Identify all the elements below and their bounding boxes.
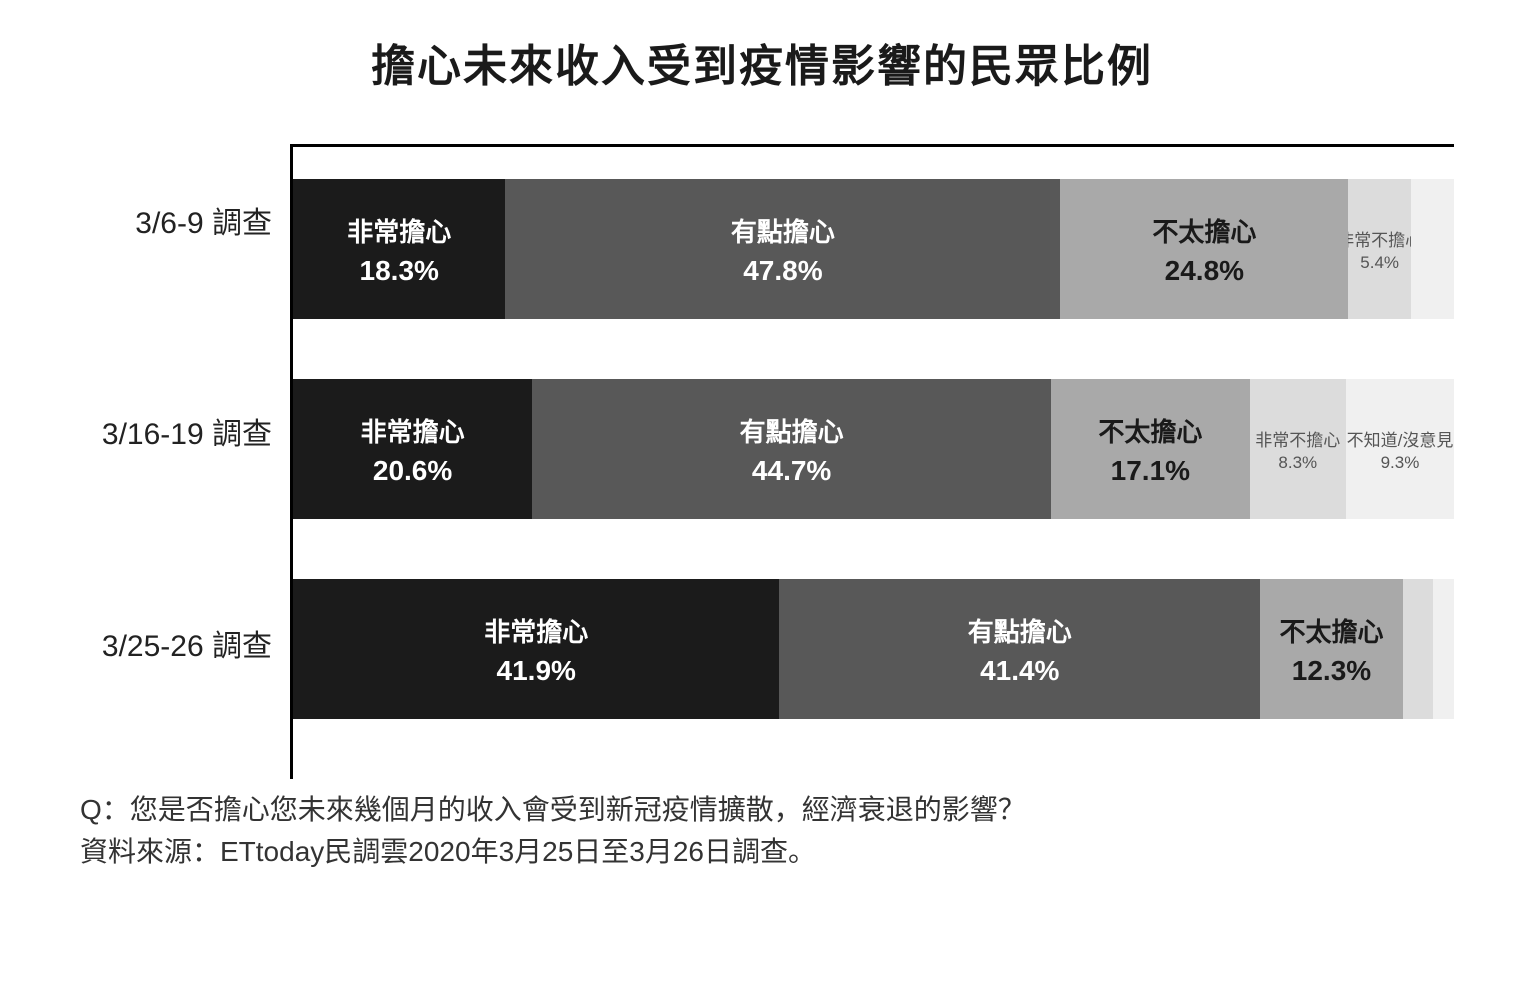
bar-segment: 不太擔心 12.3% xyxy=(1260,579,1403,719)
bar-segment: 不太擔心 17.1% xyxy=(1051,379,1250,519)
segment-value: 41.9% xyxy=(497,655,576,687)
bar-segment: 不太擔心 24.8% xyxy=(1060,179,1348,319)
segment-label: 不太擔心 xyxy=(1152,212,1256,249)
bar-row: 非常擔心 41.9% 有點擔心 41.4% 不太擔心 12.3% xyxy=(293,579,1454,719)
chart-title: 擔心未來收入受到疫情影響的民眾比例 xyxy=(40,30,1484,94)
category-label: 3/25-26 調查 xyxy=(60,573,290,713)
footer-source: 資料來源：ETtoday民調雲2020年3月25日至3月26日調查。 xyxy=(80,831,1484,873)
bar-segment: 非常擔心 20.6% xyxy=(293,379,532,519)
segment-label: 不太擔心 xyxy=(1279,612,1383,649)
bar-segment: 非常擔心 41.9% xyxy=(293,579,779,719)
bar-row: 非常擔心 18.3% 有點擔心 47.8% 不太擔心 24.8% 非常不擔心5.4% xyxy=(293,179,1454,319)
segment-value: 41.4% xyxy=(980,655,1059,687)
x-axis-line xyxy=(293,144,1454,179)
chart-area: 3/6-9 調查 3/16-19 調查 3/25-26 調查 非常擔心 18.3% 有點… xyxy=(60,144,1484,779)
segment-label: 有點擔心 xyxy=(740,412,844,449)
segment-label: 不太擔心 xyxy=(1098,412,1202,449)
segment-value: 5.4% xyxy=(1360,253,1399,273)
segment-label: 非常擔心 xyxy=(347,212,451,249)
segment-value: 17.1% xyxy=(1111,455,1190,487)
segment-label: 有點擔心 xyxy=(968,612,1072,649)
segment-value: 24.8% xyxy=(1165,255,1244,287)
bar-segment: 非常不擔心8.3% xyxy=(1250,379,1346,519)
bar-segment: 有點擔心 47.8% xyxy=(505,179,1060,319)
y-axis-labels: 3/6-9 調查 3/16-19 調查 3/25-26 調查 xyxy=(60,144,290,779)
segment-label: 非常擔心 xyxy=(361,412,465,449)
bar-segment xyxy=(1411,179,1454,319)
segment-value: 20.6% xyxy=(373,455,452,487)
bar-segment: 有點擔心 41.4% xyxy=(779,579,1260,719)
segment-value: 44.7% xyxy=(752,455,831,487)
category-label: 3/6-9 調查 xyxy=(60,150,290,290)
segment-label: 非常擔心 xyxy=(484,612,588,649)
segment-label: 非常不擔心 xyxy=(1348,226,1411,251)
segment-value: 47.8% xyxy=(743,255,822,287)
chart-footer: Q：您是否擔心您未來幾個月的收入會受到新冠疫情擴散，經濟衰退的影響？ 資料來源：… xyxy=(80,789,1484,873)
bars: 非常擔心18.3%有點擔心47.8%不太擔心24.8%非常不擔心5.4%非常擔心… xyxy=(293,179,1454,719)
bar-segment: 有點擔心 44.7% xyxy=(532,379,1051,519)
bar-segment xyxy=(1403,579,1433,719)
category-label: 3/16-19 調查 xyxy=(60,361,290,501)
segment-value: 9.3% xyxy=(1381,453,1420,473)
bar-segment: 非常不擔心5.4% xyxy=(1348,179,1411,319)
bar-segment xyxy=(1433,579,1454,719)
segment-value: 8.3% xyxy=(1278,453,1317,473)
segment-label: 不知道/沒意見 xyxy=(1347,426,1454,451)
bar-segment: 非常擔心 18.3% xyxy=(293,179,505,319)
segment-label: 非常不擔心 xyxy=(1255,426,1340,451)
bar-segment: 不知道/沒意見9.3% xyxy=(1346,379,1454,519)
segment-label: 有點擔心 xyxy=(731,212,835,249)
bar-row: 非常擔心20.6%有點擔心44.7%不太擔心17.1%非常不擔心8.3%不知道/… xyxy=(293,379,1454,519)
footer-question: Q：您是否擔心您未來幾個月的收入會受到新冠疫情擴散，經濟衰退的影響？ xyxy=(80,789,1484,831)
segment-value: 12.3% xyxy=(1292,655,1371,687)
bars-container: 非常擔心18.3%有點擔心47.8%不太擔心24.8%非常不擔心5.4%非常擔心… xyxy=(290,144,1484,779)
segment-value: 18.3% xyxy=(360,255,439,287)
